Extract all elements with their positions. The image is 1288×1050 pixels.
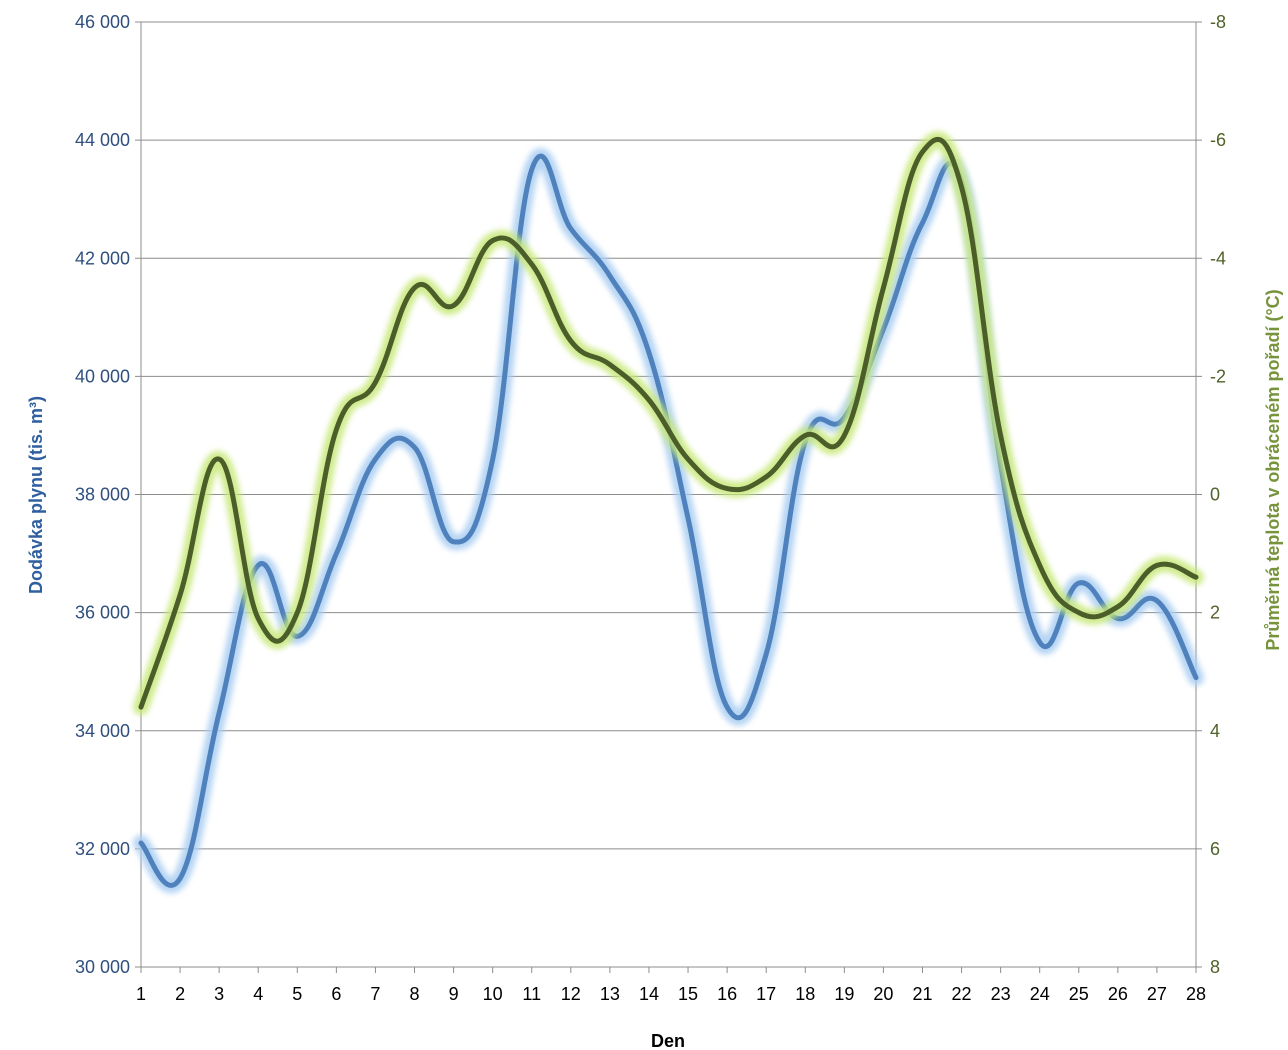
gas-supply-series (133, 148, 1204, 894)
x-tick-label: 11 (522, 984, 541, 1004)
x-axis-ticks: 1 2 3 4 5 6 7 8 9 10 11 12 13 14 15 16 17 18 19 20 21 22 23 24 2… (136, 967, 1206, 1004)
left-tick-label: 32 000 (75, 839, 130, 859)
x-tick-label: 1 (136, 984, 146, 1004)
x-tick-label: 7 (370, 984, 380, 1004)
x-tick-label: 20 (873, 984, 893, 1004)
left-tick-label: 38 000 (75, 485, 130, 505)
right-tick-label: -6 (1210, 130, 1226, 150)
right-tick-label: 0 (1210, 485, 1220, 505)
x-tick-label: 25 (1069, 984, 1089, 1004)
x-tick-label: 26 (1108, 984, 1128, 1004)
left-tick-label: 46 000 (75, 12, 130, 32)
x-tick-label: 12 (561, 984, 581, 1004)
series-line (138, 153, 1199, 888)
x-tick-label: 18 (795, 984, 815, 1004)
x-tick-label: 22 (952, 984, 972, 1004)
left-tick-label: 30 000 (75, 957, 130, 977)
right-tick-label: 6 (1210, 839, 1220, 859)
right-tick-label: -8 (1210, 12, 1226, 32)
x-tick-label: 5 (292, 984, 302, 1004)
temperature-series (133, 131, 1204, 716)
left-axis-ticks: 30 000 32 000 34 000 36 000 38 000 40 000 42 0… (75, 12, 141, 977)
x-tick-label: 27 (1147, 984, 1167, 1004)
x-tick-label: 6 (331, 984, 341, 1004)
x-tick-label: 19 (834, 984, 854, 1004)
left-tick-label: 34 000 (75, 721, 130, 741)
left-tick-label: 40 000 (75, 366, 130, 386)
series (133, 131, 1204, 894)
right-tick-label: -4 (1210, 248, 1226, 268)
x-tick-label: 17 (756, 984, 776, 1004)
left-tick-label: 44 000 (75, 130, 130, 150)
left-tick-label: 42 000 (75, 248, 130, 268)
x-tick-label: 23 (991, 984, 1011, 1004)
series-glow (133, 148, 1204, 894)
right-axis-ticks: 8 6 4 2 0 -2 -4 -6 -8 (1196, 12, 1226, 977)
series-line (138, 136, 1199, 710)
x-tick-label: 16 (717, 984, 737, 1004)
right-tick-label: 8 (1210, 957, 1220, 977)
x-tick-label: 24 (1030, 984, 1050, 1004)
right-tick-label: -2 (1210, 366, 1226, 386)
right-tick-label: 4 (1210, 721, 1220, 741)
x-tick-label: 28 (1186, 984, 1206, 1004)
x-axis-title: Den (651, 1031, 685, 1050)
right-tick-label: 2 (1210, 603, 1220, 623)
x-tick-label: 14 (639, 984, 659, 1004)
x-tick-label: 13 (600, 984, 620, 1004)
x-tick-label: 3 (214, 984, 224, 1004)
left-tick-label: 36 000 (75, 603, 130, 623)
x-tick-label: 10 (483, 984, 503, 1004)
x-tick-label: 9 (449, 984, 459, 1004)
x-tick-label: 15 (678, 984, 698, 1004)
right-axis-title: Průměrná teplota v obráceném pořadí (°C) (1263, 289, 1283, 650)
x-tick-label: 2 (175, 984, 185, 1004)
x-tick-label: 21 (912, 984, 932, 1004)
left-axis-title: Dodávka plynu (tis. m³) (26, 396, 46, 594)
x-tick-label: 4 (253, 984, 263, 1004)
x-tick-label: 8 (410, 984, 420, 1004)
